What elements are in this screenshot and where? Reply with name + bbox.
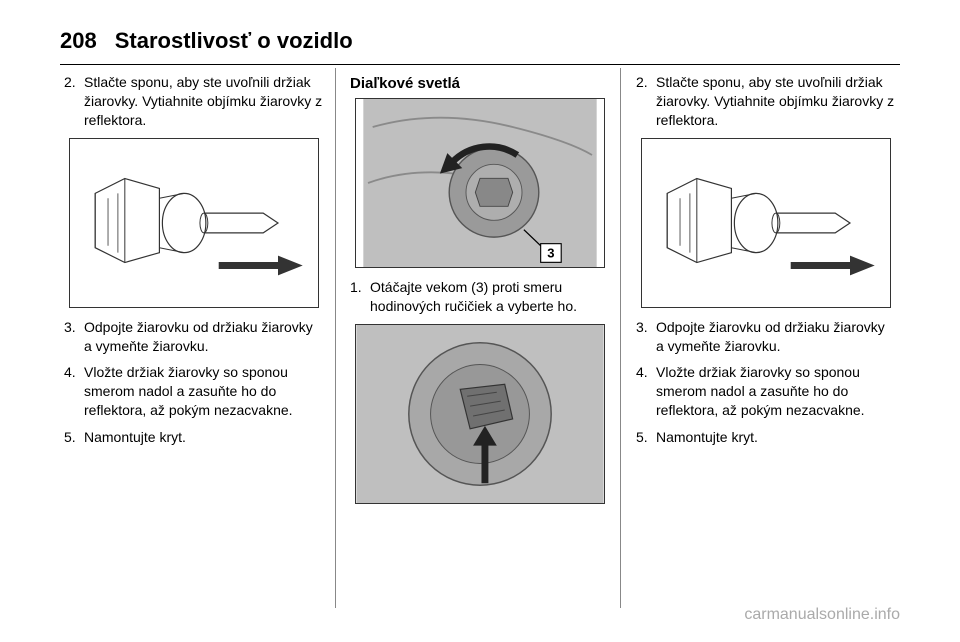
step-text: Namontujte kryt. — [84, 428, 324, 447]
step-item: 5. Namontujte kryt. — [64, 428, 324, 447]
step-item: 4. Vložte držiak žiarovky so sponou smer… — [636, 363, 896, 420]
watermark-text: carmanualsonline.info — [744, 606, 900, 624]
steps-list-col1b: 3. Odpojte žiarovku od držiaku žiarovky … — [64, 318, 324, 447]
content-columns: 2. Stlačte sponu, aby ste uvoľnili držia… — [60, 64, 900, 514]
step-marker: 3. — [64, 318, 84, 356]
step-text: Namontujte kryt. — [656, 428, 896, 447]
bulb-holder-illustration-2 — [641, 138, 891, 308]
column-3: 2. Stlačte sponu, aby ste uvoľnili držia… — [632, 73, 900, 514]
step-marker: 4. — [636, 363, 656, 420]
page-title: Starostlivosť o vozidlo — [115, 28, 353, 54]
step-text: Odpojte žiarovku od držiaku žiarovky a v… — [656, 318, 896, 356]
step-text: Stlačte sponu, aby ste uvoľnili držiak ž… — [656, 73, 896, 130]
figure-connector-push — [350, 324, 610, 504]
step-text: Odpojte žiarovku od držiaku žiarovky a v… — [84, 318, 324, 356]
step-item: 5. Namontujte kryt. — [636, 428, 896, 447]
subheading-high-beam: Diaľkové svetlá — [350, 75, 610, 92]
column-2: Diaľkové svetlá 3 — [346, 73, 614, 514]
page-header: 208 Starostlivosť o vozidlo — [60, 28, 900, 54]
figure-cap-removal: 3 — [350, 98, 610, 268]
figure-bulb-holder — [64, 138, 324, 308]
step-item: 3. Odpojte žiarovku od držiaku žiarovky … — [64, 318, 324, 356]
step-marker: 2. — [636, 73, 656, 130]
step-item: 2. Stlačte sponu, aby ste uvoľnili držia… — [636, 73, 896, 130]
column-divider-1 — [335, 68, 336, 608]
steps-list-col3b: 3. Odpojte žiarovku od držiaku žiarovky … — [636, 318, 896, 447]
column-divider-2 — [620, 68, 621, 608]
step-marker: 1. — [350, 278, 370, 316]
step-marker: 5. — [636, 428, 656, 447]
figure-bulb-holder-2 — [636, 138, 896, 308]
page-number: 208 — [60, 28, 97, 54]
connector-push-illustration — [355, 324, 605, 504]
step-marker: 3. — [636, 318, 656, 356]
step-marker: 4. — [64, 363, 84, 420]
cap-removal-illustration: 3 — [355, 98, 605, 268]
label-3: 3 — [547, 246, 554, 261]
step-item: 4. Vložte držiak žiarovky so sponou smer… — [64, 363, 324, 420]
column-1: 2. Stlačte sponu, aby ste uvoľnili držia… — [60, 73, 328, 514]
step-marker: 2. — [64, 73, 84, 130]
step-text: Vložte držiak žiarovky so sponou smerom … — [84, 363, 324, 420]
manual-page: 208 Starostlivosť o vozidlo 2. Stlačte s… — [0, 0, 960, 514]
step-text: Stlačte sponu, aby ste uvoľnili držiak ž… — [84, 73, 324, 130]
step-text: Vložte držiak žiarovky so sponou smerom … — [656, 363, 896, 420]
step-text: Otáčajte vekom (3) proti smeru hodinovýc… — [370, 278, 610, 316]
step-item: 3. Odpojte žiarovku od držiaku žiarovky … — [636, 318, 896, 356]
step-item: 2. Stlačte sponu, aby ste uvoľnili držia… — [64, 73, 324, 130]
step-item: 1. Otáčajte vekom (3) proti smeru hodino… — [350, 278, 610, 316]
bulb-holder-illustration — [69, 138, 319, 308]
steps-list-col1: 2. Stlačte sponu, aby ste uvoľnili držia… — [64, 73, 324, 130]
steps-list-col3: 2. Stlačte sponu, aby ste uvoľnili držia… — [636, 73, 896, 130]
step-marker: 5. — [64, 428, 84, 447]
